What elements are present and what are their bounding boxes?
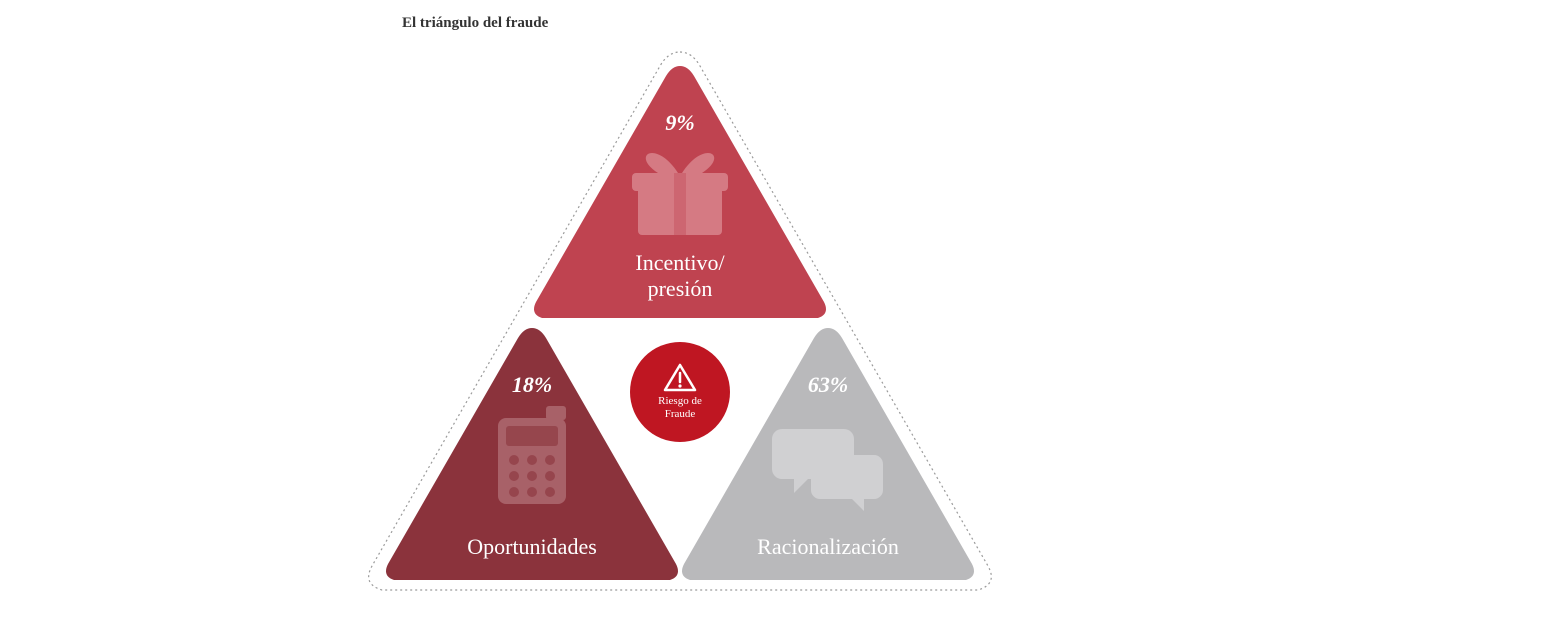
segment-oportunidades: 18% Oportunidades (382, 322, 682, 582)
label-left: Oportunidades (467, 534, 597, 559)
fraud-triangle-diagram: 9% Incentivo/ presión 18% Oportunidades (360, 42, 1000, 602)
label-top-1: Incentivo/ (635, 250, 725, 275)
warning-triangle-icon (663, 363, 697, 393)
center-label: Riesgo de Fraude (658, 395, 702, 421)
segment-racionalizacion: 63% Racionalización (678, 322, 978, 582)
pct-right: 63% (808, 372, 848, 397)
segment-incentivo: 9% Incentivo/ presión (530, 60, 830, 320)
center-risk-circle: Riesgo de Fraude (630, 342, 730, 442)
label-right: Racionalización (757, 534, 899, 559)
calculator-icon (498, 406, 566, 504)
pct-top: 9% (665, 110, 694, 135)
center-label-line1: Riesgo de (658, 395, 702, 407)
pct-left: 18% (512, 372, 552, 397)
label-top-2: presión (648, 276, 713, 301)
center-label-line2: Fraude (665, 408, 696, 420)
diagram-title: El triángulo del fraude (402, 15, 548, 32)
